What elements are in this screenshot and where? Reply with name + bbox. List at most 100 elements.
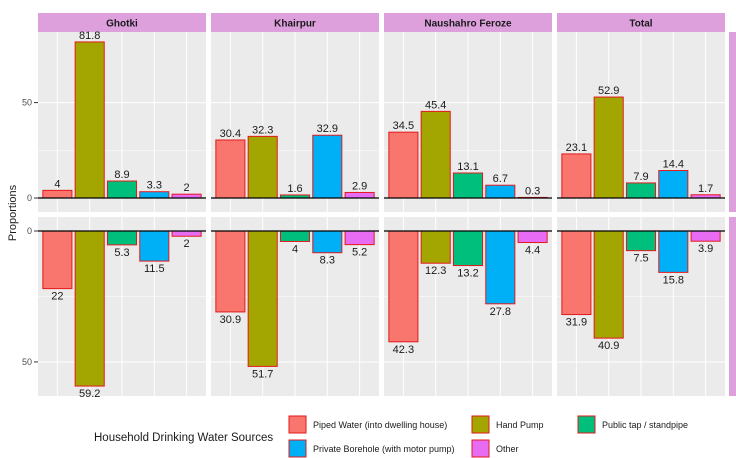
bar-total-pre-private-borehole-with-motor-pump [658,170,689,199]
value-label-khairpur-post-other: 5.2 [352,247,367,259]
value-label-naushahro-feroze-pre-public-tap-standpipe: 13.1 [457,161,478,173]
facet-strip-total [557,13,725,32]
bar-naushahro-feroze-post-hand-pump [420,230,451,264]
legend-label-piped-water-into-dwelling-house: Piped Water (into dwelling house) [313,420,447,430]
legend-key-hand-pump [471,415,490,434]
value-label-ghotki-pre-other: 2 [184,182,190,194]
value-label-ghotki-pre-private-borehole-with-motor-pump: 3.3 [147,180,162,192]
bar-naushahro-feroze-post-public-tap-standpipe [452,230,484,267]
row-strip-pre [729,32,736,212]
facet-strip-naushahro-feroze [384,13,552,32]
value-label-ghotki-pre-hand-pump: 81.8 [79,30,100,42]
value-label-khairpur-pre-hand-pump: 32.3 [252,124,273,136]
value-label-khairpur-post-piped-water-into-dwelling-house: 30.9 [220,314,241,326]
bar-ghotki-post-hand-pump [74,230,105,387]
bar-naushahro-feroze-pre-piped-water-into-dwelling-house [388,131,419,199]
value-label-ghotki-post-private-borehole-with-motor-pump: 11.5 [144,263,165,275]
bar-khairpur-post-piped-water-into-dwelling-house [215,230,246,313]
value-label-total-pre-other: 1.7 [698,183,713,195]
value-label-ghotki-pre-public-tap-standpipe: 8.9 [114,169,129,181]
bar-total-post-other [690,230,721,242]
value-label-naushahro-feroze-post-public-tap-standpipe: 13.2 [457,268,478,280]
bar-ghotki-post-other [171,230,202,237]
bar-total-post-hand-pump [593,230,624,339]
bar-naushahro-feroze-pre-private-borehole-with-motor-pump [485,184,516,199]
bar-total-pre-piped-water-into-dwelling-house [561,153,592,199]
value-label-naushahro-feroze-post-hand-pump: 12.3 [425,265,446,277]
bar-khairpur-post-other [344,230,375,246]
bar-total-post-private-borehole-with-motor-pump [658,230,689,273]
value-label-total-pre-hand-pump: 52.9 [598,85,619,97]
bar-ghotki-post-private-borehole-with-motor-pump [139,230,170,262]
y-tick-label-post: 0 [27,226,32,236]
facet-strip-ghotki [38,13,206,32]
facet-label-khairpur: Khairpur [274,19,316,30]
legend-key-public-tap-standpipe [577,415,596,434]
value-label-naushahro-feroze-post-other: 4.4 [525,245,540,257]
value-label-ghotki-post-piped-water-into-dwelling-house: 22 [51,291,63,303]
bar-khairpur-post-public-tap-standpipe [279,230,311,242]
legend-label-hand-pump: Hand Pump [496,420,544,430]
legend-label-public-tap-standpipe: Public tap / standpipe [602,420,688,430]
value-label-total-pre-public-tap-standpipe: 7.9 [633,171,648,183]
bar-total-pre-hand-pump [593,96,624,199]
value-label-total-post-piped-water-into-dwelling-house: 31.9 [566,317,587,329]
row-label-post: Post [734,297,736,316]
value-label-naushahro-feroze-pre-piped-water-into-dwelling-house: 34.5 [393,120,414,132]
facet-label-naushahro-feroze: Naushahro Feroze [424,19,512,30]
value-label-khairpur-pre-other: 2.9 [352,180,367,192]
y-tick-label-pre: 0 [27,193,32,203]
bar-ghotki-post-piped-water-into-dwelling-house [42,230,73,290]
value-label-naushahro-feroze-pre-other: 0.3 [525,185,540,197]
value-label-khairpur-pre-private-borehole-with-motor-pump: 32.9 [317,123,338,135]
bar-naushahro-feroze-pre-public-tap-standpipe [452,172,484,199]
legend-key-piped-water-into-dwelling-house [288,415,307,434]
bar-khairpur-pre-other [344,191,375,199]
legend-label-other: Other [496,444,519,454]
value-label-total-post-other: 3.9 [698,243,713,255]
value-label-naushahro-feroze-pre-private-borehole-with-motor-pump: 6.7 [493,173,508,185]
value-label-ghotki-post-hand-pump: 59.2 [79,388,100,400]
value-label-khairpur-post-public-tap-standpipe: 4 [292,243,298,255]
bar-total-post-piped-water-into-dwelling-house [561,230,592,316]
y-tick-label-pre: 50 [22,98,32,108]
value-label-khairpur-pre-public-tap-standpipe: 1.6 [287,183,302,195]
value-label-khairpur-pre-piped-water-into-dwelling-house: 30.4 [220,128,241,140]
bar-khairpur-post-hand-pump [247,230,278,367]
y-axis: Proportions 0 50 0 50 [7,98,38,367]
legend-key-other [471,439,490,458]
row-label-pre: Pre [734,115,736,129]
bar-ghotki-pre-public-tap-standpipe [106,180,138,199]
bar-naushahro-feroze-post-other [517,230,548,244]
legend-title: Household Drinking Water Sources [94,432,273,444]
y-axis-title: Proportions [7,184,19,241]
bar-khairpur-pre-private-borehole-with-motor-pump [312,134,343,199]
bar-naushahro-feroze-post-private-borehole-with-motor-pump [485,230,516,305]
value-label-total-pre-piped-water-into-dwelling-house: 23.1 [566,142,587,154]
bar-ghotki-pre-hand-pump [74,41,105,199]
value-label-ghotki-post-public-tap-standpipe: 5.3 [114,247,129,259]
value-label-total-pre-private-borehole-with-motor-pump: 14.4 [663,159,684,171]
bar-naushahro-feroze-pre-hand-pump [420,110,451,199]
value-label-total-post-public-tap-standpipe: 7.5 [633,253,648,265]
legend: Household Drinking Water Sources Piped W… [94,415,688,458]
bar-ghotki-post-public-tap-standpipe [106,230,138,246]
value-label-ghotki-pre-piped-water-into-dwelling-house: 4 [54,178,60,190]
legend-key-private-borehole-with-motor-pump [288,439,307,458]
bar-khairpur-post-private-borehole-with-motor-pump [312,230,343,254]
value-label-total-post-private-borehole-with-motor-pump: 15.8 [663,274,684,286]
value-label-ghotki-post-other: 2 [184,238,190,250]
facet-label-total: Total [629,19,652,30]
value-label-naushahro-feroze-post-piped-water-into-dwelling-house: 42.3 [393,344,414,356]
bar-ghotki-pre-private-borehole-with-motor-pump [139,191,170,199]
value-label-naushahro-feroze-post-private-borehole-with-motor-pump: 27.8 [490,306,511,318]
bar-ghotki-pre-piped-water-into-dwelling-house [42,189,73,199]
row-strip-post [729,217,736,396]
bar-khairpur-pre-piped-water-into-dwelling-house [215,139,246,199]
value-label-khairpur-post-private-borehole-with-motor-pump: 8.3 [320,255,335,267]
bar-total-post-public-tap-standpipe [625,230,657,252]
y-tick-label-post: 50 [22,357,32,367]
legend-label-private-borehole-with-motor-pump: Private Borehole (with motor pump) [313,444,455,454]
value-label-total-post-hand-pump: 40.9 [598,340,619,352]
